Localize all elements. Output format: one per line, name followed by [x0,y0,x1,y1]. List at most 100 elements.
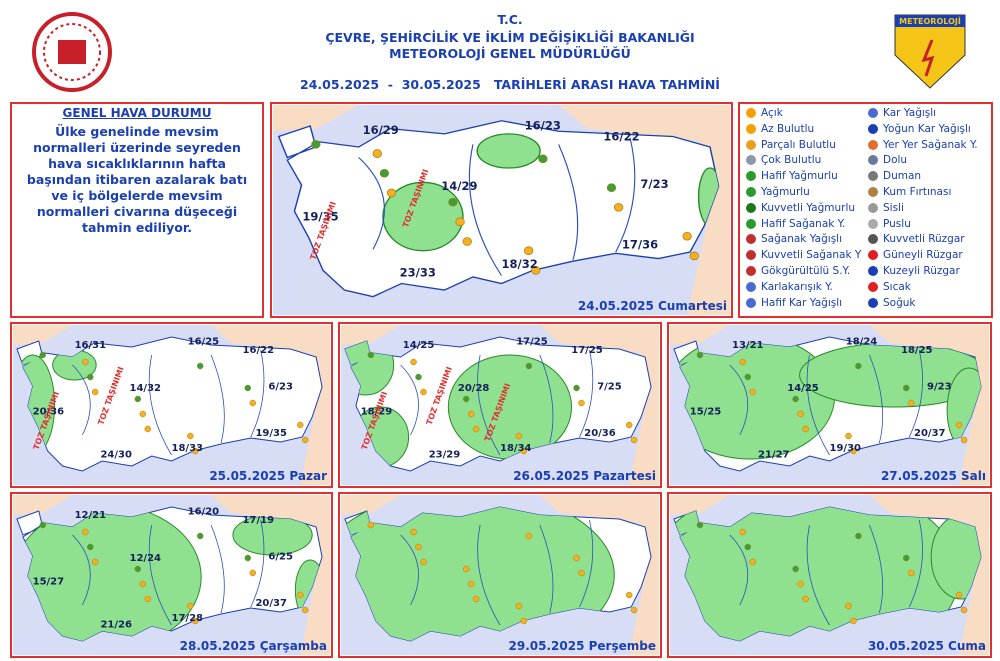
legend-icon [746,266,756,276]
weather-icon [845,602,852,610]
legend-label: Yoğun Kar Yağışlı [883,122,971,135]
weather-icon [144,595,151,603]
weather-icon [625,421,633,429]
weather-icon [797,580,804,588]
legend-item: Parçalı Bulutlu [746,139,836,151]
region-lines [729,519,923,626]
rain-area [232,514,313,556]
logo-text: METEOROLOJİ [899,16,961,26]
weather-icon [197,532,204,540]
legend-label: Güneyli Rüzgar [883,249,963,262]
rain-area [344,507,615,641]
temperature: 16/29 [363,123,399,137]
temperature: 12/21 [75,510,107,521]
legend-label: Duman [883,170,922,183]
weather-icon [467,580,475,588]
weather-icon [410,358,417,366]
legend-item: Puslu [868,218,911,230]
dust-annotation: TOZ TAŞINIMI [32,390,61,451]
region-lines [358,137,636,276]
sea [341,325,659,485]
legend-item: Açık [746,107,783,119]
legend-label: Hafif Sağanak Y. [761,217,846,230]
weather-icon [630,606,638,614]
legend-box: Açık Az Bulutlu Parçalı Bulutlu Çok Bulutlu… [738,102,993,318]
weather-icon [515,432,523,440]
legend-icon [746,139,756,150]
weather-icon [855,362,862,370]
weather-icon [538,154,548,164]
sea [13,325,330,485]
map-panel-border [10,492,333,658]
weather-icon [960,606,968,614]
weather-icon [462,565,470,573]
legend-label: Sağanak Yağışlı [761,233,842,246]
weather-icon [134,565,142,573]
rain-areas [16,349,97,456]
weather-icon [297,421,304,429]
rain-areas [344,337,573,468]
weather-icon [410,528,417,536]
header-line: ÇEVRE, ŞEHİRCİLİK VE İKLİM DEĞİŞİKLİĞİ B… [325,30,695,45]
legend-item: Çok Bulutlu [746,154,821,166]
weather-icon [420,388,427,396]
temperature: 20/28 [458,383,490,394]
map [670,495,989,655]
neighbor-land [670,325,989,485]
legend-icon [746,202,756,213]
temperature: 21/26 [100,619,132,630]
map-panel-border [667,322,992,488]
weather-icon [955,591,963,599]
weather-icon [523,246,534,255]
temperature: 15/27 [33,576,65,587]
weather-icon [244,384,251,392]
sea [341,495,659,655]
legend-label: Kuvvetli Yağmurlu [761,201,856,214]
rain-area [344,337,395,396]
region-lines [400,519,594,626]
legend-item: Yoğun Kar Yağışlı [868,123,971,135]
legend-label: Çok Bulutlu [761,154,822,167]
rain-areas [344,507,615,641]
weather-icon [92,558,99,566]
weather-icon [903,554,910,562]
weather-icon [749,388,756,396]
map [341,325,659,485]
weather-icon [792,395,799,403]
weather-icon [39,351,46,359]
legend-icon [868,218,878,229]
weather-icon [448,197,458,207]
date-label: 26.05.2025 Pazartesi [513,469,656,483]
temperature: 21/27 [758,449,790,460]
region-lines [72,519,265,626]
weather-icon [467,410,475,418]
turkey [673,506,982,642]
sea [670,495,989,655]
legend-item: Kuzeyli Rüzgar [868,265,960,277]
map-panel-border [270,102,733,318]
temperature: 20/37 [255,598,287,609]
legend-icon [868,266,878,276]
meteorology-logo: METEOROLOJİ [894,14,966,89]
rain-area [799,342,982,408]
weather-icon [855,532,862,540]
temperature: 19/35 [302,209,338,223]
turkey [344,506,652,642]
weather-icon [139,580,146,588]
rain-area [382,181,464,252]
temperature: 9/23 [927,381,952,392]
weather-icon [520,447,528,455]
dust-annotation: TOZ TAŞINIMI [360,390,389,451]
temperature: 16/20 [188,507,220,518]
weather-icon [630,436,638,444]
weather-icon [311,140,321,149]
turkey [344,336,652,472]
legend-icon [868,139,878,150]
dust-annotation: TOZ TAŞINIMI [425,366,454,427]
neighbor-land [13,325,330,485]
weather-icon [462,395,470,403]
temperature: 17/36 [622,237,658,251]
legend-item: Hafif Sağanak Y. [746,218,845,230]
legend-label: Sisli [883,201,904,214]
